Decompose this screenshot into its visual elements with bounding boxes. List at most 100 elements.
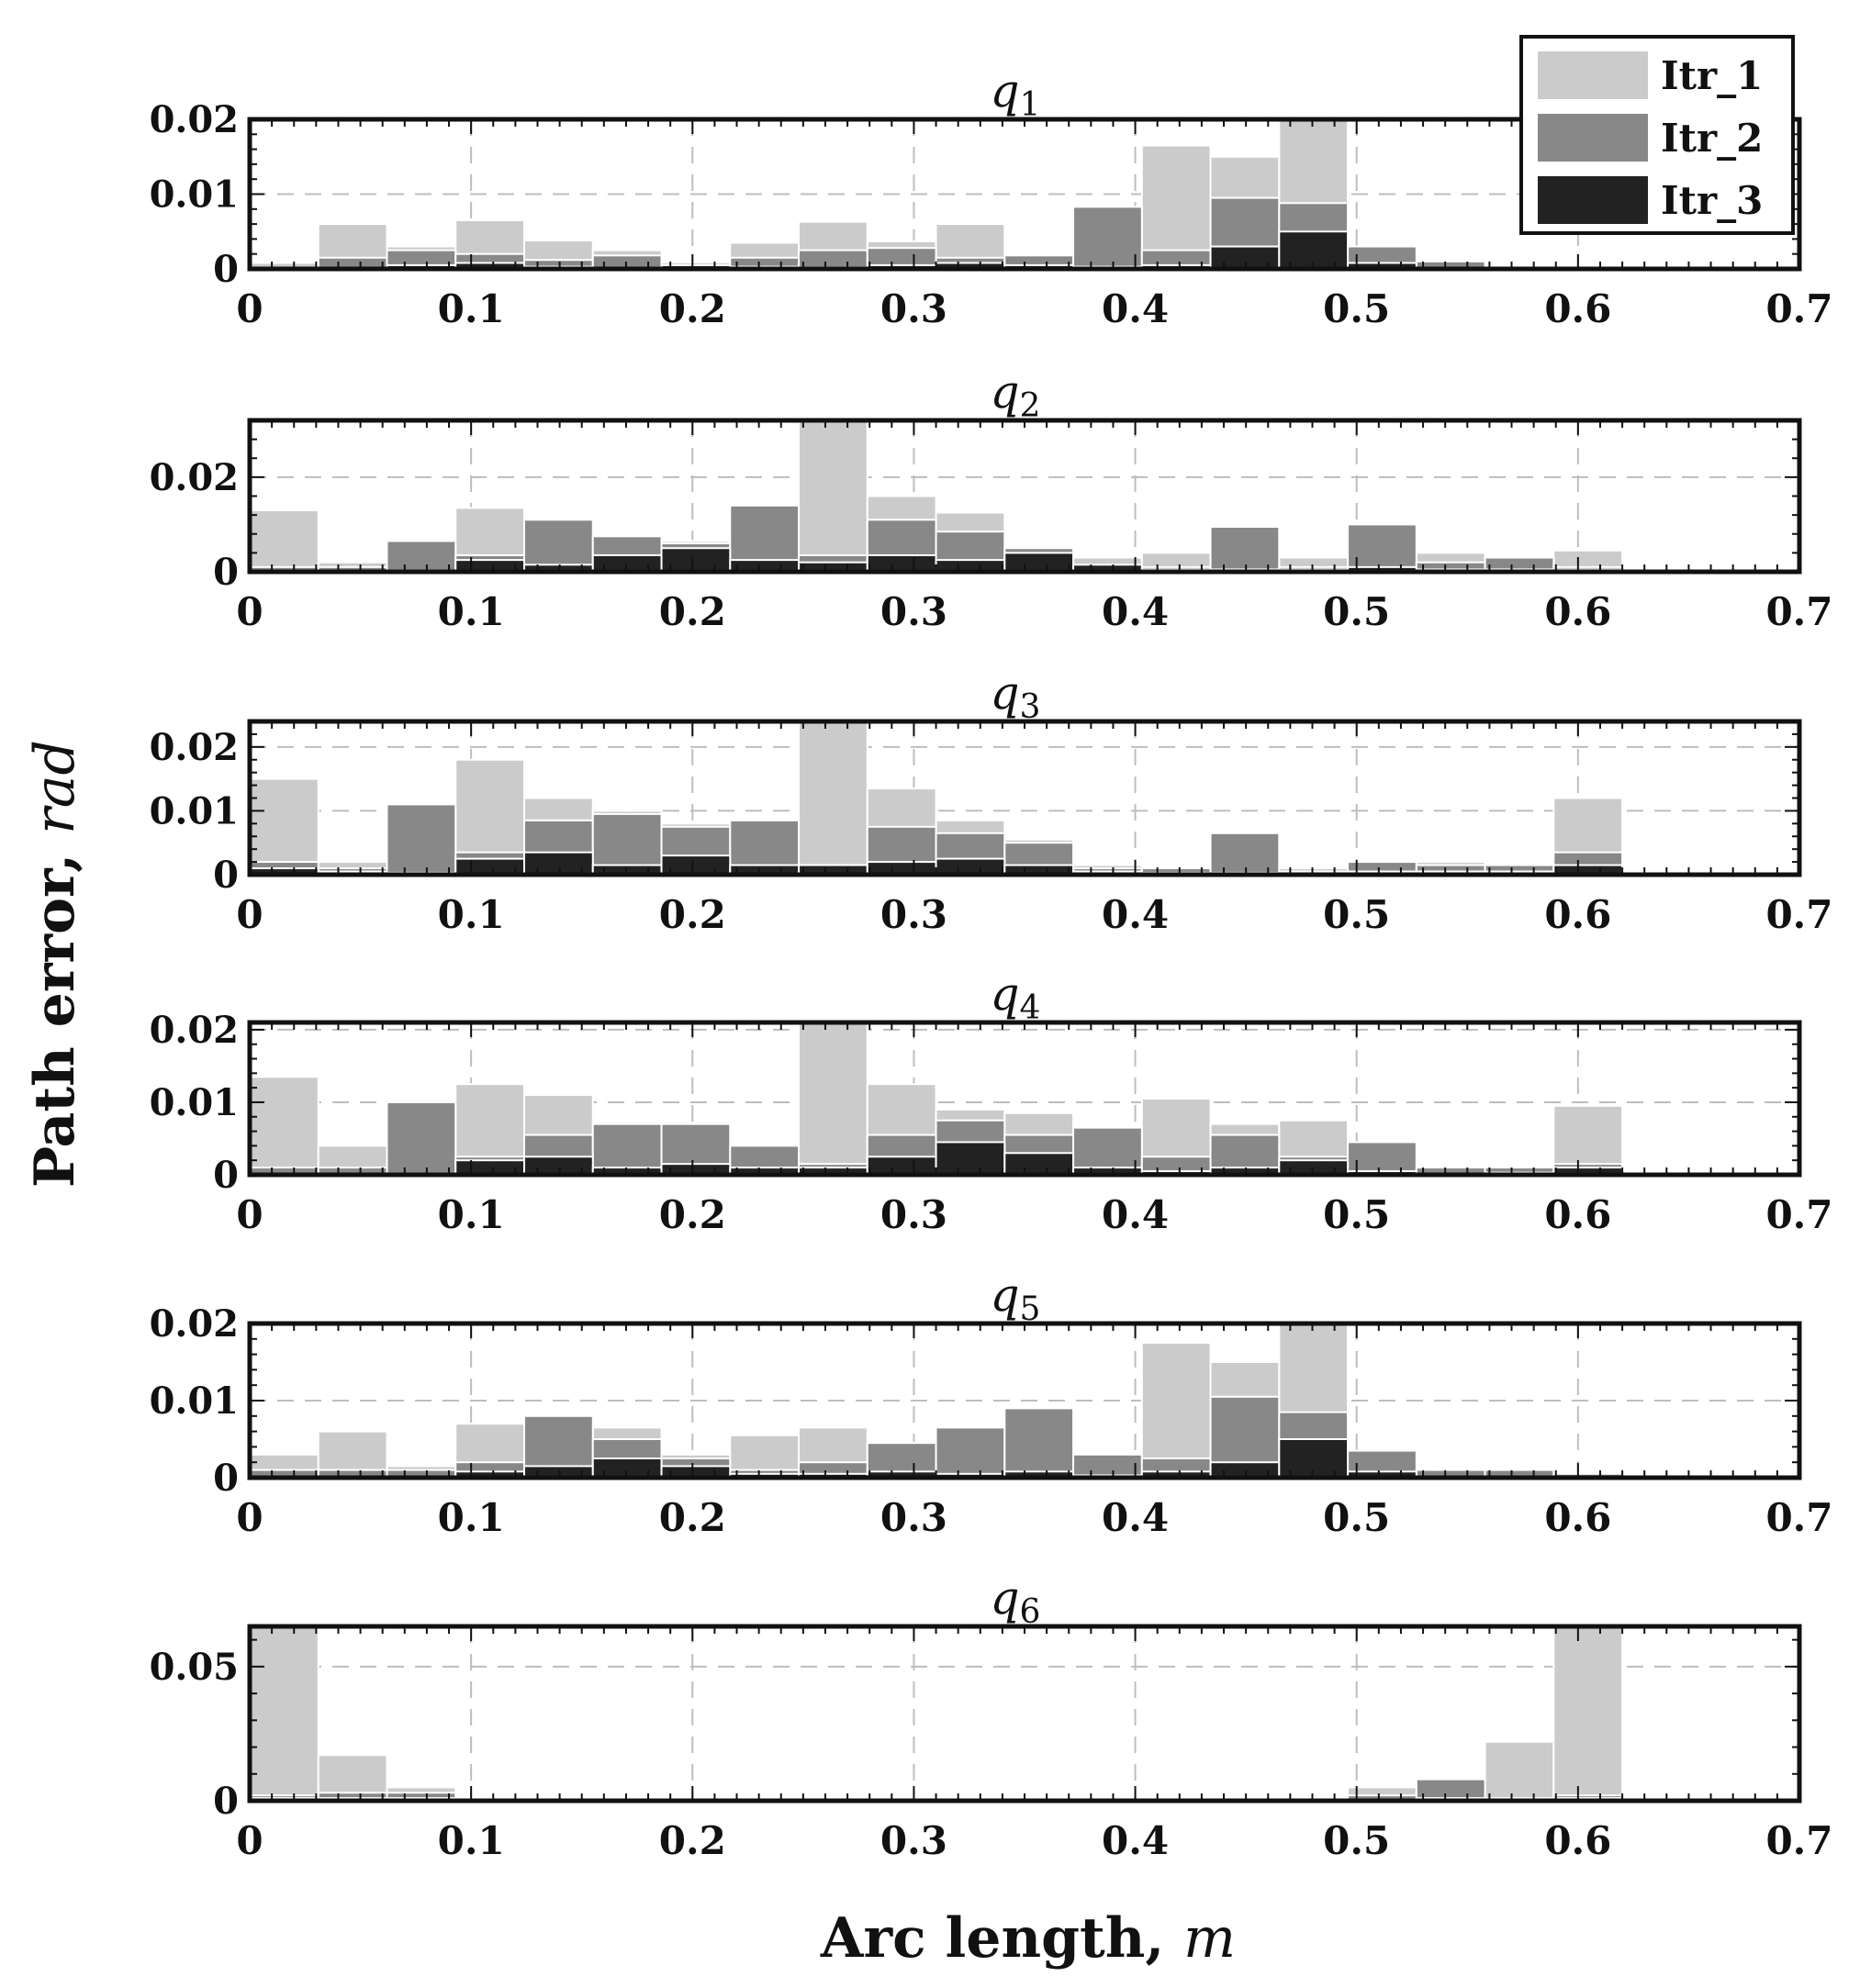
x-tick-label: 0.3: [880, 1495, 947, 1540]
bar-itr3: [935, 1141, 1006, 1177]
x-tick-label: 0.5: [1323, 892, 1390, 937]
x-tick-label: 0.1: [438, 892, 505, 937]
x-tick-label: 0.4: [1102, 589, 1169, 634]
x-tick-label: 0.5: [1323, 1495, 1390, 1540]
x-tick-label: 0.7: [1765, 1192, 1832, 1237]
y-tick-label: 0.01: [150, 789, 239, 832]
bar-itr2: [798, 249, 868, 270]
bar-itr1: [249, 777, 319, 876]
subplot-title-letter: q: [991, 365, 1020, 419]
bar-itr3: [866, 1156, 937, 1176]
bar-itr1: [1140, 144, 1212, 270]
bar-itr1: [249, 1625, 319, 1802]
x-tick-label: 0.2: [659, 1818, 726, 1863]
x-tick-label: 0.5: [1323, 1818, 1390, 1863]
x-tick-label: 0.2: [659, 286, 726, 331]
subplot-title: q6: [991, 1571, 1041, 1631]
bar-itr1: [249, 1076, 319, 1177]
y-tick-label: 0.01: [150, 1379, 239, 1423]
bar-itr2: [386, 803, 457, 876]
x-tick-label: 0.7: [1765, 1818, 1832, 1863]
x-tick-label: 0.6: [1544, 1495, 1611, 1540]
x-tick-label: 0.7: [1765, 286, 1832, 331]
subplot-title: q1: [991, 64, 1041, 124]
subplot-title-letter: q: [991, 666, 1020, 720]
x-tick-label: 0.5: [1323, 286, 1390, 331]
y-tick-label: 0: [213, 551, 239, 594]
x-tick-label: 0: [236, 286, 263, 331]
x-tick-label: 0.5: [1323, 589, 1390, 634]
bar-itr2: [386, 540, 457, 573]
subplot-title: q2: [991, 365, 1041, 425]
x-tick-label: 0: [236, 1192, 263, 1237]
subplot-title-subscript: 1: [1020, 86, 1041, 124]
x-tick-label: 0.1: [438, 1192, 505, 1237]
subplot-title: q4: [991, 967, 1041, 1027]
y-tick-label: 0.02: [150, 98, 239, 141]
x-tick-label: 0.7: [1765, 892, 1832, 937]
subplot-title-letter: q: [991, 967, 1020, 1021]
subplot-title-subscript: 6: [1020, 1593, 1041, 1631]
bar-itr2: [1347, 1141, 1417, 1177]
x-tick-label: 0.2: [659, 1495, 726, 1540]
bar-itr2: [523, 519, 594, 573]
x-tick-label: 0.2: [659, 589, 726, 634]
y-tick-label: 0: [213, 248, 239, 291]
bar-itr3: [1003, 552, 1075, 573]
x-tick-label: 0.3: [880, 286, 947, 331]
subplot-title-letter: q: [991, 64, 1020, 117]
bar-itr1: [798, 419, 868, 573]
x-tick-label: 0.1: [438, 1818, 505, 1863]
legend-swatch-itr1: [1538, 51, 1648, 99]
subplot-title-subscript: 5: [1020, 1290, 1041, 1328]
subplot-title-subscript: 4: [1020, 989, 1041, 1027]
y-axis-unit: rad: [23, 740, 87, 834]
subplot-title-letter: q: [991, 1268, 1020, 1322]
legend-item-itr2: Itr_2: [1538, 114, 1763, 162]
legend-item-itr1: Itr_1: [1538, 51, 1763, 99]
subplot-q4: 0 0.01 0.02 0 0.1 0.2 0.3 0.4 0.5 0.6 0.7 q4: [150, 967, 1833, 1237]
y-tick-label: 0.02: [150, 1009, 239, 1052]
bar-itr1: [1140, 1342, 1212, 1479]
bar-itr2: [1072, 206, 1143, 270]
x-tick-label: 0.2: [659, 892, 726, 937]
y-tick-label: 0.05: [150, 1646, 239, 1689]
legend: Itr_1 Itr_2 Itr_3: [1519, 35, 1795, 235]
x-tick-label: 0.2: [659, 1192, 726, 1237]
x-axis-title-text: Arc length,: [820, 1906, 1165, 1971]
bar-itr3: [660, 547, 732, 573]
subplot-title-subscript: 3: [1020, 688, 1041, 726]
y-tick-label: 0.02: [150, 726, 239, 769]
subplot-q2: 0 0.02 0 0.1 0.2 0.3 0.4 0.5 0.6 0.7 q2: [150, 365, 1833, 634]
x-tick-label: 0: [236, 892, 263, 937]
x-tick-label: 0.3: [880, 892, 947, 937]
bar-itr3: [935, 857, 1006, 877]
bar-itr1: [249, 508, 319, 573]
subplot-q3: 0 0.01 0.02 0 0.1 0.2 0.3 0.4 0.5 0.6 0.7 q3: [150, 666, 1833, 937]
x-axis-unit: m: [1183, 1906, 1237, 1971]
bar-itr1: [1484, 1740, 1555, 1802]
x-tick-label: 0.5: [1323, 1192, 1390, 1237]
x-tick-label: 0.3: [880, 1818, 947, 1863]
subplot-q5: 0 0.01 0.02 0 0.1 0.2 0.3 0.4 0.5 0.6 0.7 q5: [150, 1268, 1833, 1540]
x-tick-label: 0.1: [438, 286, 505, 331]
bar-itr2: [386, 1100, 457, 1177]
bar-itr3: [660, 854, 732, 876]
legend-label-itr2: Itr_2: [1661, 115, 1764, 161]
legend-swatch-itr3: [1538, 176, 1648, 224]
bar-itr2: [935, 1426, 1006, 1480]
x-tick-label: 0.4: [1102, 892, 1169, 937]
y-tick-label: 0.02: [150, 456, 239, 499]
y-tick-label: 0.01: [150, 173, 239, 217]
x-tick-label: 0.4: [1102, 1818, 1169, 1863]
y-tick-label: 0: [213, 1457, 239, 1500]
subplot-title: q5: [991, 1268, 1041, 1328]
subplot-title: q3: [991, 666, 1041, 726]
bar-itr1: [798, 720, 868, 876]
x-tick-label: 0.6: [1544, 1818, 1611, 1863]
x-tick-label: 0.4: [1102, 286, 1169, 331]
bar-itr2: [1003, 1407, 1075, 1480]
x-tick-label: 0.6: [1544, 589, 1611, 634]
y-tick-label: 0: [213, 854, 239, 897]
